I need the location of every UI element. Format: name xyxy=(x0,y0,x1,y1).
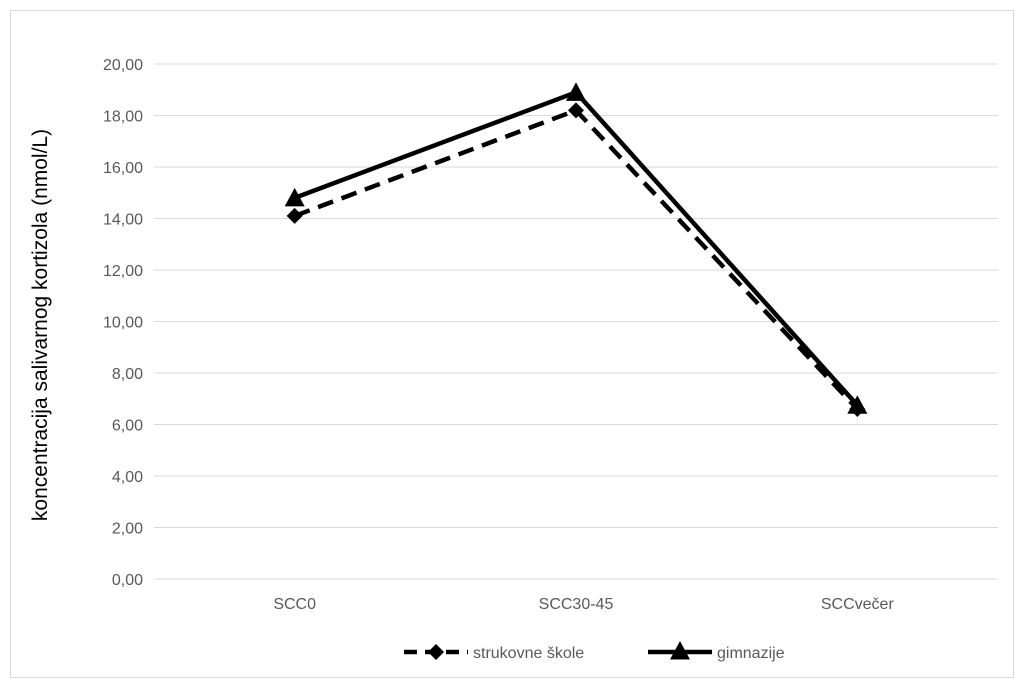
legend: strukovne škole gimnazije xyxy=(404,641,785,662)
series-2 xyxy=(284,82,868,414)
y-tick-label: 14,00 xyxy=(103,212,143,229)
legend-item: strukovne škole xyxy=(404,644,584,662)
x-tick-label: SCC30-45 xyxy=(539,596,614,613)
y-tick-label: 0,00 xyxy=(112,572,143,589)
y-tick-label: 20,00 xyxy=(103,57,143,74)
series-line xyxy=(293,90,860,407)
line-chart: 0,00 2,00 4,00 6,00 8,00 10,00 12,00 14,00 16,00… xyxy=(29,57,998,662)
legend-label: strukovne škole xyxy=(473,645,584,662)
y-tick-label: 8,00 xyxy=(112,366,143,383)
data-point-triangle xyxy=(284,187,305,207)
data-point-triangle xyxy=(566,82,586,101)
y-axis-title: koncentracija salivarnog kortizola (nmol… xyxy=(29,129,52,521)
legend-item: gimnazije xyxy=(648,641,785,662)
y-tick-label: 4,00 xyxy=(112,469,143,486)
legend-marker-triangle xyxy=(670,641,690,660)
series-lines xyxy=(284,82,868,418)
x-tick-label: SCC0 xyxy=(273,596,316,613)
y-tick-label: 16,00 xyxy=(103,160,143,177)
x-tick-label: SCCvečer xyxy=(821,596,895,613)
y-axis-tick-labels: 0,00 2,00 4,00 6,00 8,00 10,00 12,00 14,00 16,00… xyxy=(103,57,143,589)
x-axis-tick-labels: SCC0 SCC30-45 SCCvečer xyxy=(273,596,894,613)
y-tick-label: 10,00 xyxy=(103,315,143,332)
data-point-triangle xyxy=(847,395,868,414)
data-point-diamond xyxy=(286,207,303,224)
chart-area: 0,00 2,00 4,00 6,00 8,00 10,00 12,00 14,00 16,00… xyxy=(10,10,1014,678)
y-tick-label: 12,00 xyxy=(103,263,143,280)
legend-label: gimnazije xyxy=(717,645,785,662)
series-line xyxy=(293,108,859,411)
series-1 xyxy=(286,102,866,418)
gridlines xyxy=(154,63,998,580)
y-tick-label: 18,00 xyxy=(103,109,143,126)
y-tick-label: 2,00 xyxy=(112,521,143,538)
y-tick-label: 6,00 xyxy=(112,418,143,435)
legend-marker-diamond xyxy=(428,644,444,660)
data-point-diamond xyxy=(568,102,584,119)
